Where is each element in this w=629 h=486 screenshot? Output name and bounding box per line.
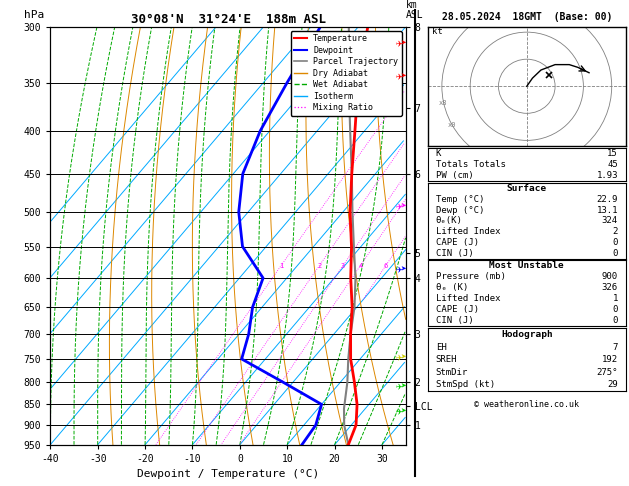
Text: Totals Totals: Totals Totals <box>436 160 506 169</box>
Text: ➤: ➤ <box>401 72 407 82</box>
Text: ➤: ➤ <box>401 202 407 211</box>
Text: 13.1: 13.1 <box>596 206 618 215</box>
Text: Mixing Ratio (g/kg): Mixing Ratio (g/kg) <box>465 180 475 292</box>
Text: ➤: ➤ <box>401 264 407 274</box>
Text: StmDir: StmDir <box>436 368 468 377</box>
Text: 324: 324 <box>602 216 618 226</box>
Text: θₑ (K): θₑ (K) <box>436 283 468 293</box>
Text: 1: 1 <box>279 263 283 269</box>
Text: 275°: 275° <box>596 368 618 377</box>
Text: 45: 45 <box>607 160 618 169</box>
Text: ✈: ✈ <box>396 381 403 391</box>
Text: CAPE (J): CAPE (J) <box>436 238 479 247</box>
Text: Hodograph: Hodograph <box>501 330 553 339</box>
Text: ✈: ✈ <box>396 72 403 82</box>
Text: 29: 29 <box>607 381 618 389</box>
Text: 28.05.2024  18GMT  (Base: 00): 28.05.2024 18GMT (Base: 00) <box>442 12 612 22</box>
Text: 0: 0 <box>613 305 618 314</box>
Text: x0: x0 <box>448 122 456 128</box>
Text: ✈: ✈ <box>396 38 403 49</box>
Text: ➤: ➤ <box>401 38 407 49</box>
Text: ✈: ✈ <box>396 406 403 416</box>
Text: 1: 1 <box>613 294 618 303</box>
Text: 6: 6 <box>384 263 388 269</box>
Text: K: K <box>436 149 441 158</box>
Text: 22.9: 22.9 <box>596 195 618 204</box>
Text: PW (cm): PW (cm) <box>436 171 473 180</box>
Text: ➤: ➤ <box>401 406 407 416</box>
Text: hPa: hPa <box>24 11 44 20</box>
Text: 1.93: 1.93 <box>596 171 618 180</box>
Text: ✈: ✈ <box>396 352 403 362</box>
Text: 900: 900 <box>602 272 618 281</box>
Title: 30°08'N  31°24'E  188m ASL: 30°08'N 31°24'E 188m ASL <box>130 13 326 26</box>
Text: Surface: Surface <box>507 184 547 193</box>
Text: 3: 3 <box>341 263 345 269</box>
Text: Pressure (mb): Pressure (mb) <box>436 272 506 281</box>
Text: ✈: ✈ <box>396 202 403 211</box>
Text: Lifted Index: Lifted Index <box>436 227 500 236</box>
Text: x8: x8 <box>439 100 448 106</box>
Text: km
ASL: km ASL <box>406 0 423 20</box>
Text: kt: kt <box>431 27 442 36</box>
Text: 192: 192 <box>602 355 618 364</box>
Text: θₑ(K): θₑ(K) <box>436 216 462 226</box>
Text: 0: 0 <box>613 316 618 325</box>
Text: SREH: SREH <box>436 355 457 364</box>
Text: 326: 326 <box>602 283 618 293</box>
Text: 15: 15 <box>607 149 618 158</box>
Text: StmSpd (kt): StmSpd (kt) <box>436 381 495 389</box>
Text: EH: EH <box>436 343 447 351</box>
Text: ➤: ➤ <box>401 352 407 362</box>
Legend: Temperature, Dewpoint, Parcel Trajectory, Dry Adiabat, Wet Adiabat, Isotherm, Mi: Temperature, Dewpoint, Parcel Trajectory… <box>291 31 401 116</box>
X-axis label: Dewpoint / Temperature (°C): Dewpoint / Temperature (°C) <box>137 469 319 479</box>
Text: 2: 2 <box>317 263 321 269</box>
Text: 0: 0 <box>613 238 618 247</box>
Text: 7: 7 <box>613 343 618 351</box>
Text: Dewp (°C): Dewp (°C) <box>436 206 484 215</box>
Text: Most Unstable: Most Unstable <box>489 261 564 271</box>
Text: CIN (J): CIN (J) <box>436 316 473 325</box>
Text: ✈: ✈ <box>396 264 403 274</box>
Text: 4: 4 <box>358 263 362 269</box>
Text: 2: 2 <box>613 227 618 236</box>
Text: Temp (°C): Temp (°C) <box>436 195 484 204</box>
Text: 0: 0 <box>613 249 618 258</box>
Text: ➤: ➤ <box>401 381 407 391</box>
Text: Lifted Index: Lifted Index <box>436 294 500 303</box>
Text: CIN (J): CIN (J) <box>436 249 473 258</box>
Text: © weatheronline.co.uk: © weatheronline.co.uk <box>474 400 579 409</box>
Text: CAPE (J): CAPE (J) <box>436 305 479 314</box>
